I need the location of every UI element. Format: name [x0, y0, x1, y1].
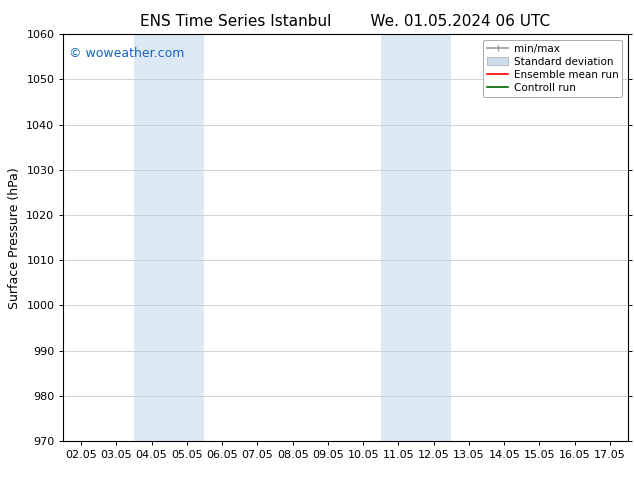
Legend: min/max, Standard deviation, Ensemble mean run, Controll run: min/max, Standard deviation, Ensemble me… [483, 40, 623, 97]
Y-axis label: Surface Pressure (hPa): Surface Pressure (hPa) [8, 167, 21, 309]
Bar [416, 34, 451, 441]
Bar [381, 34, 416, 441]
Title: ENS Time Series Istanbul        We. 01.05.2024 06 UTC: ENS Time Series Istanbul We. 01.05.2024 … [141, 14, 550, 29]
Bar [169, 34, 205, 441]
Bar [134, 34, 169, 441]
Text: © woweather.com: © woweather.com [69, 47, 184, 59]
